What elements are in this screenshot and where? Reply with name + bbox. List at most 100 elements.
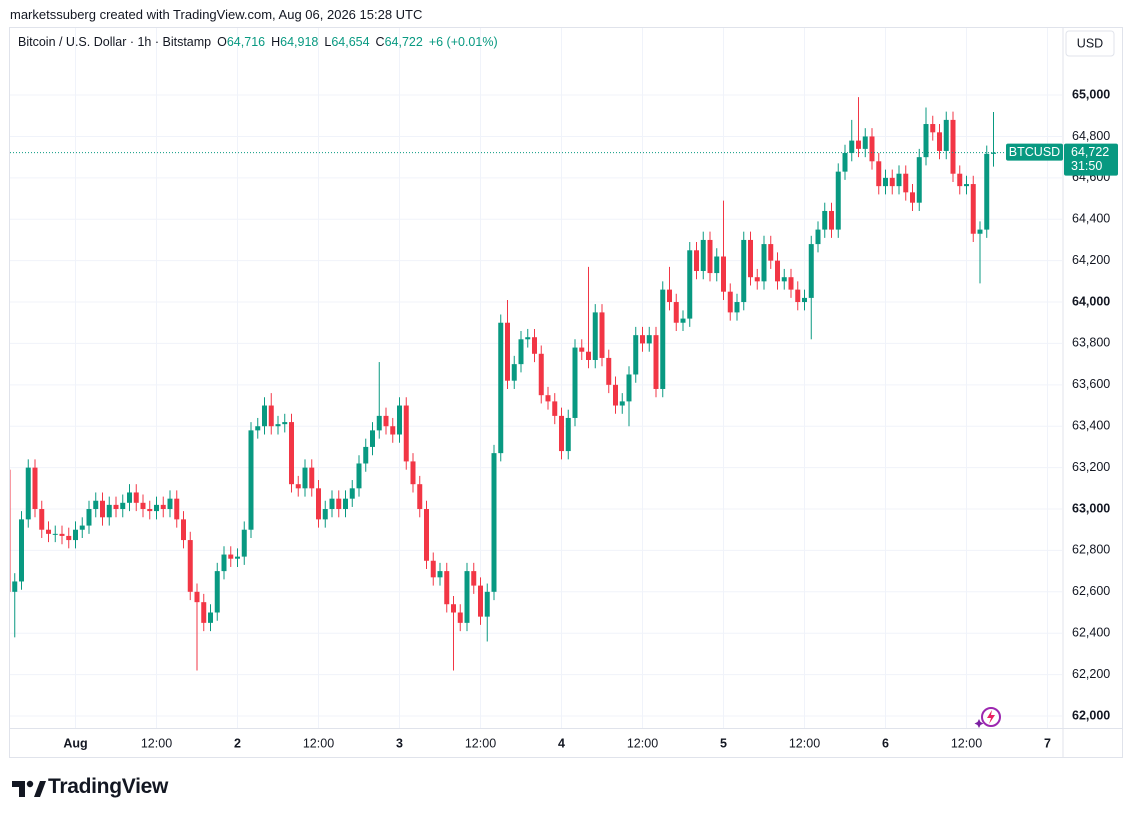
candle-body	[410, 461, 416, 485]
candle-body	[856, 140, 861, 149]
candle-body	[66, 535, 72, 541]
brand: TradingView	[48, 775, 169, 798]
candle-body	[140, 502, 146, 510]
x-tick-label: 12:00	[465, 736, 496, 750]
candle-body	[883, 177, 888, 187]
x-tick-label: 12:00	[627, 736, 658, 750]
candle-body	[903, 173, 909, 193]
legend-key: L	[324, 35, 332, 49]
candle-body	[511, 364, 517, 381]
candle-body	[302, 467, 308, 489]
candle-body	[518, 339, 524, 365]
candle-body	[991, 152, 996, 154]
candle-body	[599, 312, 605, 358]
candle-body	[505, 322, 510, 381]
candle-body	[559, 415, 564, 452]
candle-body	[646, 335, 652, 344]
candle-body	[680, 318, 686, 323]
candle-body	[437, 571, 443, 578]
candle-body	[775, 260, 780, 282]
symbol-label: BTCUSD	[1009, 145, 1060, 159]
candle-body	[613, 384, 618, 406]
candle-body	[545, 395, 551, 402]
y-tick-label: 63,400	[1072, 419, 1110, 433]
candle-body	[255, 426, 261, 431]
legend-change: +6 (+0.01%)	[428, 35, 498, 49]
candle-body	[93, 500, 99, 510]
candle-body	[19, 519, 24, 582]
candle-body	[896, 173, 902, 187]
y-tick-label: 63,600	[1072, 377, 1110, 391]
currency: USD	[1077, 36, 1103, 50]
candle-body	[10, 469, 11, 592]
candle-body	[201, 602, 207, 623]
candle-body	[727, 291, 733, 313]
candle-body	[781, 277, 787, 282]
candle-body	[626, 374, 632, 402]
candle-body	[113, 504, 119, 510]
candle-body	[869, 136, 875, 162]
candle-body	[748, 239, 753, 278]
candle-body	[829, 210, 834, 230]
candle-body	[120, 502, 126, 510]
candle-body	[106, 504, 112, 518]
candle-body	[586, 351, 591, 360]
candle-body	[329, 498, 335, 510]
candle-body	[282, 422, 288, 425]
symbol-tag	[1006, 143, 1063, 161]
currency-box[interactable]	[1065, 30, 1115, 57]
candle-body	[39, 509, 45, 530]
price-tag-label: 64,722	[1071, 145, 1109, 159]
candle-body	[761, 244, 767, 282]
candle-body	[363, 446, 369, 464]
candle-body	[552, 401, 558, 416]
candle-body	[572, 347, 578, 418]
candle-body	[79, 525, 85, 530]
candle-body	[592, 312, 598, 360]
candle-body	[937, 132, 942, 151]
x-tick-label: 4	[558, 736, 565, 750]
legend: Bitcoin / U.S. Dollar · 1h · Bitstamp O 64…	[18, 35, 504, 49]
candle-body	[943, 119, 949, 151]
candle-body	[849, 140, 855, 154]
candle-body	[734, 302, 740, 313]
candle-body	[532, 337, 537, 354]
candle-body	[370, 430, 375, 447]
candle-body	[336, 498, 342, 510]
x-tick-label: 12:00	[951, 736, 982, 750]
y-tick-label: 62,600	[1072, 584, 1110, 598]
legend-value: 64,654	[331, 35, 370, 49]
candle-body	[795, 289, 801, 303]
candle-body	[275, 424, 281, 427]
candle-body	[268, 405, 274, 427]
y-tick-label: 62,400	[1072, 626, 1110, 640]
legend-value: 64,918	[280, 35, 319, 49]
candle-body	[451, 604, 456, 613]
candle-body	[754, 277, 760, 282]
candle-body	[86, 509, 92, 526]
x-tick-label: 12:00	[141, 736, 172, 750]
y-tick-label: 63,800	[1072, 336, 1110, 350]
candle-body	[619, 401, 625, 406]
candle-body	[802, 297, 807, 303]
credit: marketssuberg created with TradingView.c…	[10, 7, 423, 22]
price-tag	[1064, 143, 1118, 176]
candle-body	[876, 161, 882, 187]
x-tick-label: Aug	[63, 736, 87, 750]
candle-body	[498, 322, 504, 454]
y-tick-label: 64,000	[1072, 294, 1110, 308]
lightning-icon[interactable]	[974, 707, 1001, 728]
candle-body	[46, 529, 51, 534]
y-tick-label: 62,200	[1072, 667, 1110, 681]
candle-body	[788, 277, 794, 290]
candle-body	[187, 540, 193, 592]
candle-body	[916, 157, 922, 203]
candle-body	[228, 554, 234, 559]
candle-body	[295, 484, 301, 489]
candle-body	[660, 289, 666, 389]
candle-body	[930, 124, 936, 133]
candle-body	[835, 171, 841, 230]
candle-body	[842, 153, 848, 172]
candle-body	[687, 250, 693, 319]
